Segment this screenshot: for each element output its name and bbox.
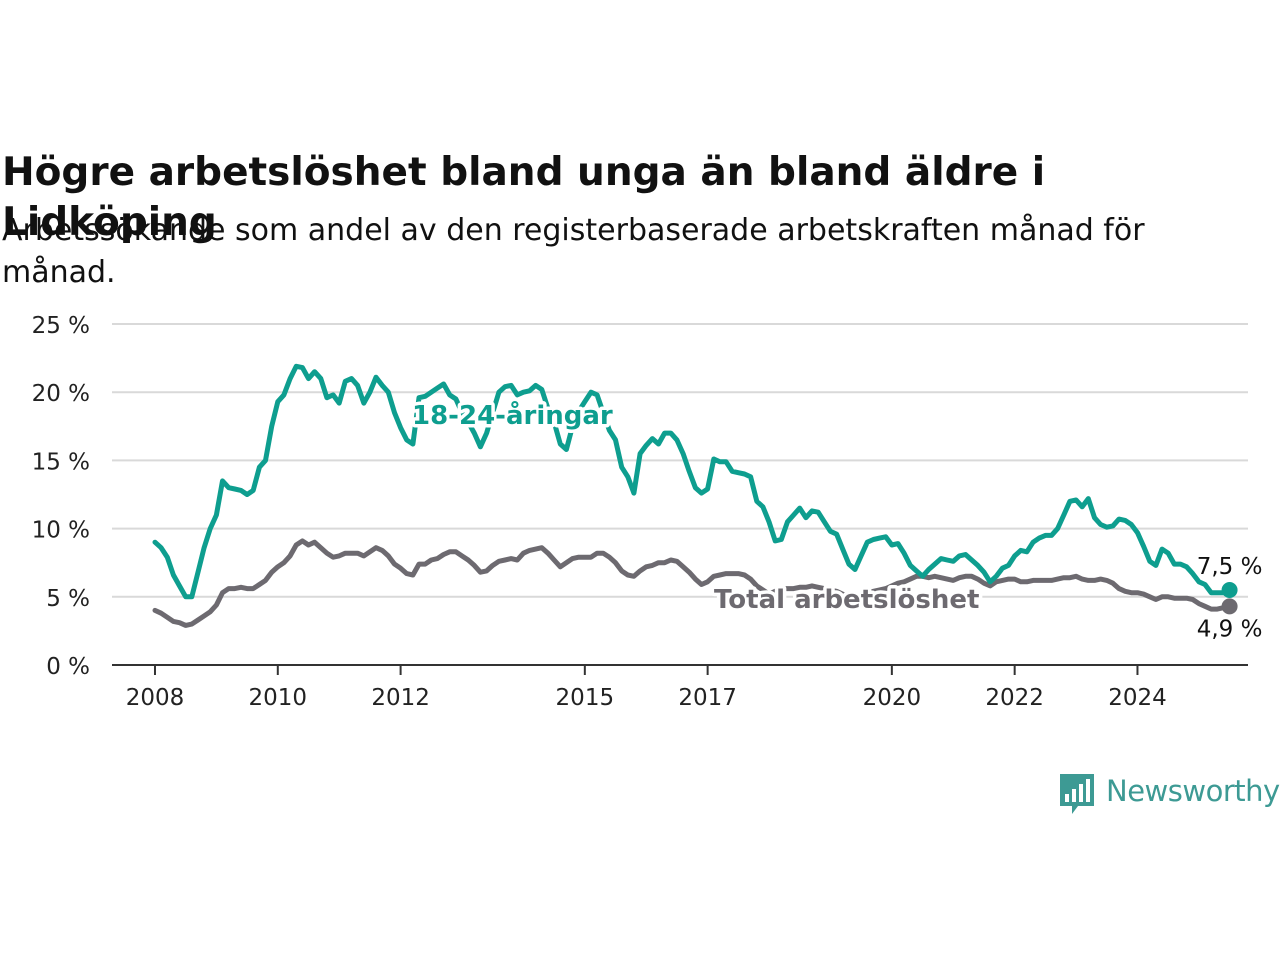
y-tick-label: 0 % [46,654,90,680]
series-labels: 4,9 % 7,5 % 18-24-åringar Total arbetslöshe… [409,396,1263,643]
series-label-total: Total arbetslöshet [714,585,979,615]
x-tick-label: 2012 [371,685,430,711]
end-label-youth: 7,5 % [1197,554,1263,580]
y-tick-label: 15 % [32,449,90,475]
series-line-youth [152,363,1233,600]
x-tick-label: 2024 [1108,685,1167,711]
x-tick-label: 2015 [556,685,615,711]
y-tick-label: 5 % [46,586,90,612]
x-tick-label: 2020 [863,685,922,711]
chart-title: Högre arbetslöshet bland unga än bland ä… [2,150,1046,245]
end-point-total [1221,598,1238,615]
grid-lines [112,323,1248,666]
y-tick-label: 10 % [32,518,90,544]
chart-subtitle: Arbetssökande som andel av den registerb… [2,213,1145,290]
x-tick-label: 2017 [678,685,737,711]
y-tick-label: 25 % [32,313,90,339]
x-tick-label: 2010 [249,685,308,711]
x-tick-label: 2008 [126,685,185,711]
series-label-youth: 18-24-åringar [412,399,613,431]
series-line-total [152,538,1233,628]
newsworthy-logo: Newsworthy [1058,772,1280,818]
y-tick-label: 20 % [32,381,90,407]
x-axis-ticks: 2008 2010 2012 2015 2017 2020 2022 2024 [126,665,1167,711]
x-tick-label: 2022 [985,685,1044,711]
series-lines [152,363,1238,628]
y-axis-ticks: 0 % 5 % 10 % 15 % 20 % 25 % [32,313,90,680]
end-point-youth [1221,581,1238,598]
newsworthy-logo-icon [1060,774,1094,814]
brand-name: Newsworthy [1106,774,1280,808]
end-label-total: 4,9 % [1197,616,1263,642]
